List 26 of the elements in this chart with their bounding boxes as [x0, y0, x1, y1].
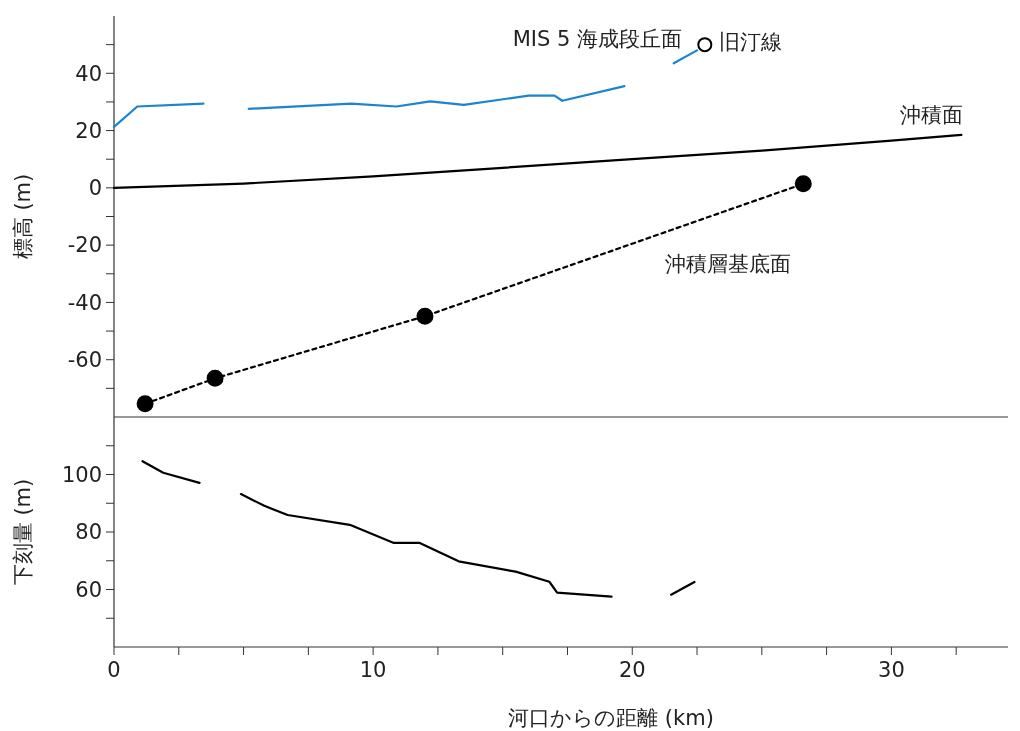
y-tick-label: 0	[88, 176, 102, 201]
y-tick-label: 60	[75, 577, 102, 602]
y-tick-label: 100	[61, 462, 102, 487]
x-tick-label: 20	[618, 658, 646, 682]
point	[697, 37, 713, 53]
series-label: MIS 5 海成段丘面	[512, 26, 683, 51]
y-tick-label: 40	[75, 61, 102, 86]
point	[136, 395, 154, 413]
y-tick-label: -20	[67, 233, 102, 258]
series-label: 旧汀線	[718, 29, 782, 54]
y-tick-label: 80	[75, 520, 102, 545]
series-label: 沖積層基底面	[665, 252, 792, 277]
y-tick-label: -60	[67, 348, 102, 373]
y-tick-label: -40	[67, 290, 102, 315]
x-tick-label: 0	[107, 658, 121, 682]
x-tick-label: 10	[359, 658, 387, 682]
y-axis-title: 標高 (m)	[11, 173, 35, 260]
line-series	[112, 133, 963, 189]
point	[794, 175, 812, 193]
x-axis-title: 河口からの距離 (km)	[508, 706, 714, 730]
point	[206, 369, 224, 387]
x-tick-label: 30	[878, 658, 905, 682]
y-axis-title: 下刻量 (m)	[11, 478, 35, 586]
point	[416, 307, 434, 325]
series-label: 沖積面	[899, 103, 963, 128]
y-tick-label: 20	[75, 118, 102, 143]
